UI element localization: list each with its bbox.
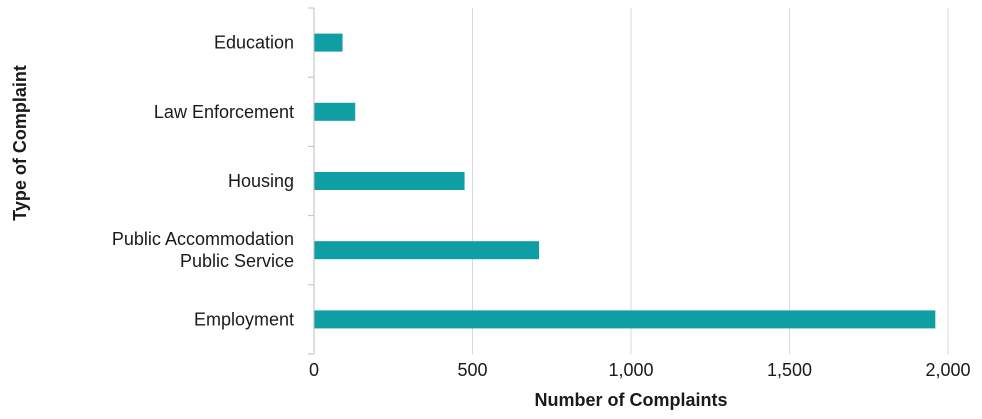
bar xyxy=(314,33,343,52)
x-tick-label: 1,000 xyxy=(608,360,653,380)
x-tick-labels: 0 500 1,000 1,500 2,000 xyxy=(309,360,971,380)
category-label: Housing xyxy=(228,171,294,191)
category-label: Education xyxy=(214,33,294,53)
gridlines xyxy=(472,8,949,354)
category-label: Public Accommodation xyxy=(112,229,294,249)
category-label: Public Service xyxy=(180,251,294,271)
y-axis xyxy=(308,7,315,355)
bars xyxy=(314,33,936,329)
y-axis-title: Type of Complaint xyxy=(10,65,30,221)
x-axis-title: Number of Complaints xyxy=(534,390,727,410)
bar xyxy=(314,172,465,190)
bar xyxy=(314,102,356,121)
bar xyxy=(314,241,540,260)
category-labels: Education Law Enforcement Housing Public Ac… xyxy=(112,33,294,330)
x-tick-label: 500 xyxy=(457,360,487,380)
x-tick-label: 1,500 xyxy=(767,360,812,380)
bar xyxy=(314,310,936,329)
category-label: Employment xyxy=(194,309,294,329)
x-tick-label: 0 xyxy=(309,360,319,380)
category-label: Law Enforcement xyxy=(154,102,294,122)
x-tick-label: 2,000 xyxy=(925,360,970,380)
